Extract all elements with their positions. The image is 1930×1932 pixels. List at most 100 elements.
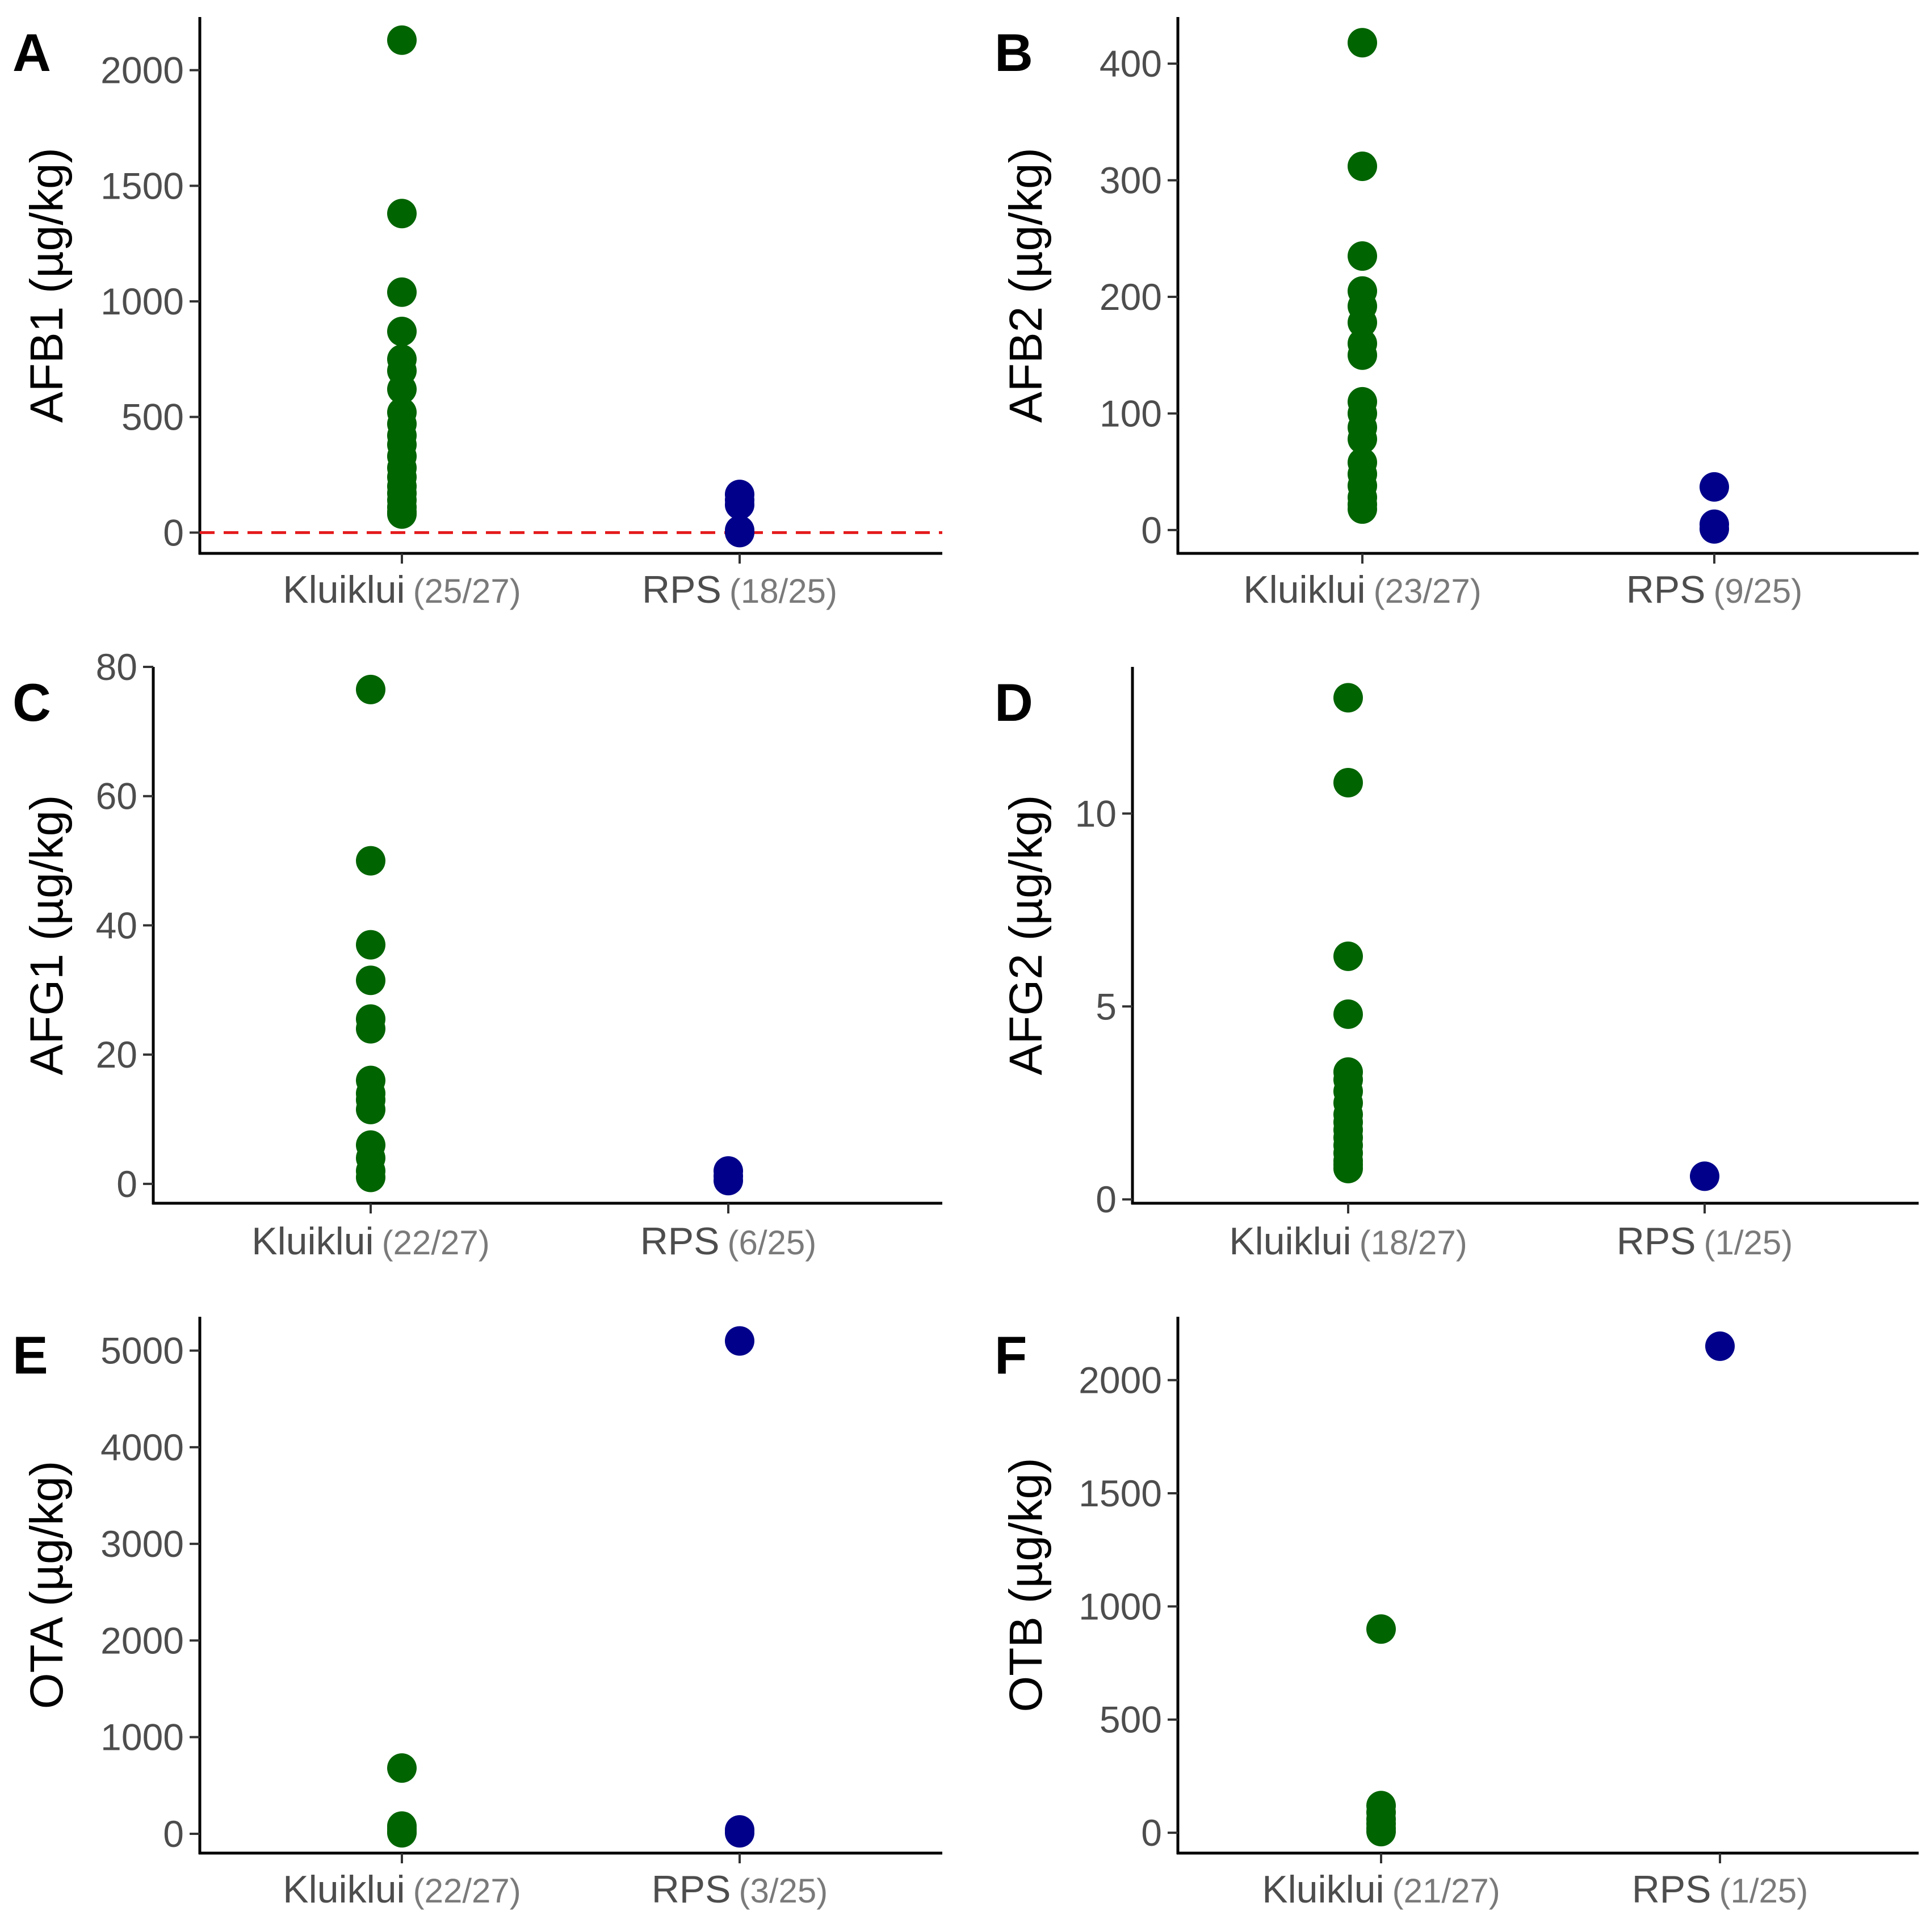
panel-f: F OTB (µg/kg) 0 500 1000 1500 2000 Kluiklui (21/… [995, 1317, 1919, 1911]
y-axis-label: OTB (µg/kg) [1000, 1458, 1052, 1712]
x-tick-label: RPS (6/25) [640, 1220, 817, 1263]
data-point-kluiklui [356, 846, 385, 876]
x-tick-label: RPS (1/25) [1632, 1868, 1809, 1911]
panel-e: E OTA (µg/kg) 0 1000 2000 3000 4000 5000 Kluiklu… [12, 1317, 942, 1911]
category-name: Kluiklui [1243, 568, 1365, 611]
data-point-kluiklui [356, 965, 385, 996]
data-point-rps [725, 518, 754, 548]
data-point-kluiklui [1348, 151, 1377, 181]
y-axis-label: AFG2 (µg/kg) [1000, 795, 1052, 1076]
data-point-kluiklui [356, 930, 385, 960]
x-tick-label: RPS (9/25) [1626, 568, 1803, 611]
panel-letter: D [995, 673, 1033, 732]
x-tick-label: Kluiklui (21/27) [1262, 1868, 1500, 1911]
y-tick-label: 0 [163, 511, 184, 553]
y-tick-label: 1000 [100, 280, 184, 322]
data-point-kluiklui [387, 499, 417, 529]
category-count: (1/25) [1704, 1224, 1793, 1262]
y-tick-label: 2000 [1079, 1359, 1162, 1401]
panel-letter: E [12, 1325, 48, 1385]
category-count: (9/25) [1714, 572, 1803, 610]
category-count: (3/25) [739, 1872, 828, 1910]
category-count: (22/27) [382, 1224, 490, 1262]
data-point-kluiklui [1333, 1153, 1363, 1183]
y-tick-label: 100 [1100, 392, 1162, 434]
y-tick-label: 2000 [100, 1619, 184, 1661]
data-point-rps [1700, 514, 1729, 544]
data-point-rps [725, 1818, 754, 1848]
panel-letter: F [995, 1325, 1027, 1385]
y-tick-label: 500 [1100, 1699, 1162, 1741]
category-count: (18/25) [729, 572, 837, 610]
data-point-kluiklui [356, 1014, 385, 1044]
data-point-kluiklui [387, 374, 417, 404]
category-name: RPS [1617, 1220, 1696, 1263]
category-name: Kluiklui [1229, 1220, 1351, 1263]
category-count: (18/27) [1360, 1224, 1467, 1262]
y-tick-label: 0 [1141, 1812, 1162, 1854]
y-tick-label: 200 [1100, 276, 1162, 318]
x-tick-label: Kluiklui (18/27) [1229, 1220, 1467, 1263]
panel-a: A AFB1 (µg/kg) 0 500 1000 1500 2000 Kluiklui (25… [12, 17, 942, 611]
y-tick-label: 80 [96, 646, 137, 688]
y-tick-label: 0 [1141, 509, 1162, 551]
data-point-kluiklui [1348, 308, 1377, 338]
y-tick-label: 40 [96, 904, 137, 946]
category-name: RPS [640, 1220, 720, 1263]
y-axis-label: AFB2 (µg/kg) [1000, 148, 1052, 423]
y-tick-label: 1500 [100, 165, 184, 207]
data-point-kluiklui [1348, 340, 1377, 370]
y-tick-label: 1500 [1079, 1472, 1162, 1514]
data-point-rps [714, 1166, 743, 1196]
panel-d: D AFG2 (µg/kg) 0 5 10 Kluiklui (18/27) RPS (1/25… [995, 667, 1919, 1263]
category-name: RPS [1626, 568, 1706, 611]
data-point-kluiklui [1333, 767, 1363, 797]
y-tick-label: 500 [121, 396, 184, 438]
category-count: (21/27) [1392, 1872, 1500, 1910]
data-point-kluiklui [387, 199, 417, 229]
category-name: Kluiklui [1262, 1868, 1384, 1911]
data-point-kluiklui [1333, 683, 1363, 713]
x-tick-label: Kluiklui (22/27) [283, 1868, 521, 1911]
y-axis-label: OTA (µg/kg) [21, 1461, 73, 1710]
y-tick-label: 20 [96, 1034, 137, 1076]
data-point-kluiklui [1348, 28, 1377, 58]
data-point-kluiklui [387, 1753, 417, 1783]
y-tick-label: 4000 [100, 1426, 184, 1468]
panel-b: B AFB2 (µg/kg) 0 100 200 300 400 Kluiklui (23/27… [995, 17, 1919, 611]
y-axis-label: AFG1 (µg/kg) [21, 795, 73, 1076]
y-tick-label: 300 [1100, 159, 1162, 201]
category-count: (22/27) [413, 1872, 521, 1910]
data-point-kluiklui [356, 1094, 385, 1124]
data-point-rps [725, 490, 754, 520]
x-tick-label: Kluiklui (23/27) [1243, 568, 1482, 611]
y-tick-label: 60 [96, 775, 137, 817]
data-point-kluiklui [1348, 424, 1377, 454]
y-tick-label: 3000 [100, 1523, 184, 1565]
data-point-kluiklui [387, 316, 417, 346]
category-name: RPS [642, 568, 721, 611]
panel-letter: B [995, 23, 1033, 82]
y-axis-label: AFB1 (µg/kg) [21, 148, 73, 423]
x-tick-label: RPS (3/25) [652, 1868, 828, 1911]
data-point-kluiklui [1366, 1817, 1396, 1847]
data-point-kluiklui [387, 1818, 417, 1848]
y-tick-label: 5000 [100, 1330, 184, 1372]
x-tick-label: RPS (18/25) [642, 568, 837, 611]
category-name: Kluiklui [283, 568, 405, 611]
data-point-kluiklui [387, 277, 417, 307]
category-count: (23/27) [1374, 572, 1482, 610]
data-point-kluiklui [387, 25, 417, 55]
y-tick-label: 400 [1100, 43, 1162, 85]
category-count: (6/25) [728, 1224, 817, 1262]
x-tick-label: RPS (1/25) [1617, 1220, 1793, 1263]
data-point-kluiklui [356, 1162, 385, 1192]
data-point-kluiklui [1348, 494, 1377, 524]
y-tick-label: 1000 [1079, 1585, 1162, 1627]
panel-letter: A [12, 23, 51, 82]
x-tick-label: Kluiklui (22/27) [251, 1220, 490, 1263]
category-name: RPS [652, 1868, 731, 1911]
data-point-rps [1705, 1331, 1735, 1361]
y-tick-label: 0 [1096, 1178, 1117, 1220]
